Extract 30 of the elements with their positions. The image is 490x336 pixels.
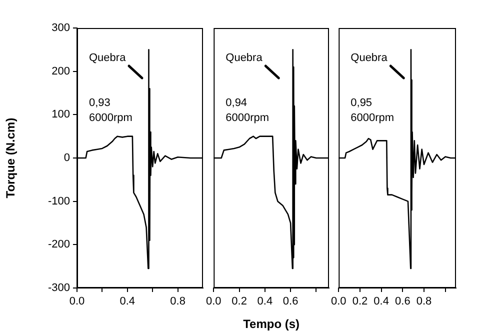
annotation: 0,95 bbox=[350, 97, 372, 109]
x-tick-label: 0.0 bbox=[206, 296, 222, 308]
annotation: Quebra bbox=[89, 52, 127, 64]
annotation: 6000rpm bbox=[226, 112, 270, 124]
y-tick-label: 300 bbox=[52, 22, 70, 34]
x-tick-label: 0.2 bbox=[232, 296, 247, 308]
x-tick-label: 0.0 bbox=[69, 296, 85, 308]
x-tick-label: 0.0 bbox=[330, 296, 346, 308]
y-tick-label: -300 bbox=[48, 282, 70, 294]
x-tick-label: 0.6 bbox=[282, 296, 298, 308]
annotation: Quebra bbox=[350, 52, 388, 64]
x-tick-label: 0.8 bbox=[170, 296, 186, 308]
y-tick-label: 200 bbox=[52, 65, 70, 78]
x-tick-label: 0.4 bbox=[374, 296, 389, 308]
x-tick-label: 0.4 bbox=[257, 296, 273, 308]
annotation: 6000rpm bbox=[89, 112, 132, 124]
x-tick-label: 0.4 bbox=[120, 296, 136, 308]
annotation: 0,93 bbox=[89, 97, 110, 109]
x-tick-label: 0.8 bbox=[416, 296, 432, 308]
annotation: 6000rpm bbox=[350, 112, 394, 124]
annotation: 0,94 bbox=[226, 97, 248, 109]
y-tick-label: -200 bbox=[48, 238, 70, 251]
y-tick-label: 0 bbox=[64, 152, 70, 164]
y-axis-title: Torque (N.cm) bbox=[4, 118, 18, 198]
x-tick-label: 0.6 bbox=[395, 296, 410, 308]
y-tick-label: 100 bbox=[52, 108, 70, 121]
x-axis-title: Tempo (s) bbox=[243, 317, 300, 332]
y-tick-label: -100 bbox=[48, 195, 70, 208]
x-tick-label: 0.2 bbox=[352, 296, 368, 308]
annotation: Quebra bbox=[226, 52, 264, 64]
